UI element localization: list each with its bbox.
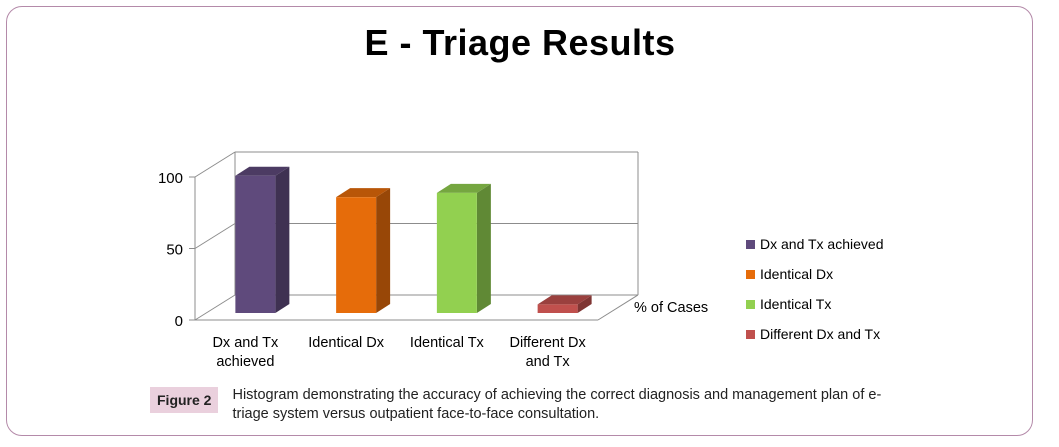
category-label: Identical Tx (410, 335, 485, 351)
category-label: Identical Dx (308, 335, 385, 351)
category-label: achieved (216, 354, 274, 370)
category-label: Different Dx (509, 335, 586, 351)
bar-side (275, 166, 290, 313)
category-label: and Tx (526, 354, 571, 370)
legend-swatch (746, 240, 755, 249)
series-axis-label: % of Cases (634, 300, 708, 316)
bar-side (376, 188, 391, 313)
bar-4 (537, 304, 578, 313)
wall-grid-depth-1 (194, 223, 236, 249)
floor-right-edge (597, 294, 639, 321)
figure-caption: Figure 2 Histogram demonstrating the acc… (150, 386, 912, 424)
bar-top (436, 183, 491, 193)
legend-label: Different Dx and Tx (760, 326, 880, 342)
y-tick-label: 100 (158, 170, 183, 187)
legend-label: Dx and Tx achieved (760, 236, 883, 252)
figure-label: Figure 2 (150, 387, 219, 413)
category-label: Dx and Tx (212, 335, 279, 351)
y-tick-label: 0 (175, 313, 183, 330)
figure-caption-text: Histogram demonstrating the accuracy of … (232, 387, 882, 422)
wall-grid-depth-2 (194, 151, 236, 178)
legend-swatch (746, 330, 755, 339)
legend-label: Identical Tx (760, 296, 831, 312)
chart-title: E - Triage Results (364, 22, 676, 63)
bar-1 (235, 175, 276, 313)
y-tick-label: 50 (166, 242, 183, 259)
bar-top (235, 166, 290, 176)
legend-swatch (746, 300, 755, 309)
bar-side (577, 295, 592, 313)
wall-grid-depth-0 (194, 294, 236, 321)
legend-swatch (746, 270, 755, 279)
figure-frame (6, 6, 1033, 436)
bar-3 (436, 192, 477, 313)
bar-2 (336, 197, 377, 313)
bar-top (336, 188, 391, 198)
legend-label: Identical Dx (760, 266, 833, 282)
bar-side (476, 183, 491, 313)
bar-top (537, 295, 592, 305)
